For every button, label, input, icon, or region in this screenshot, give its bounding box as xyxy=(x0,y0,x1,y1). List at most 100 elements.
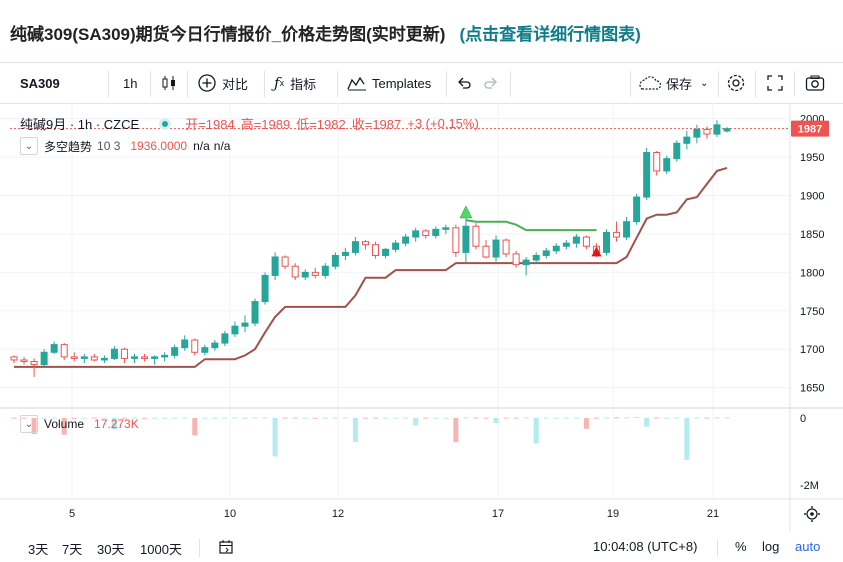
candle-body xyxy=(502,239,510,255)
volume-bar xyxy=(383,417,389,419)
volume-bar xyxy=(132,417,138,419)
volume-bar xyxy=(503,417,509,419)
time-axis[interactable]: 5 10 12 17 19 21 xyxy=(69,508,719,520)
volume-bar xyxy=(433,417,439,419)
redo-button[interactable] xyxy=(483,63,499,103)
volume-bar xyxy=(443,417,449,419)
toolbar-divider xyxy=(510,71,511,97)
candle-body xyxy=(80,356,88,359)
candle-body xyxy=(201,347,209,353)
save-button[interactable]: 保存 ⌄ xyxy=(636,63,708,103)
volume-bar xyxy=(302,417,308,419)
axis-settings-button[interactable] xyxy=(804,506,820,522)
redo-icon xyxy=(484,77,497,89)
indicator-name[interactable]: 多空趋势 xyxy=(44,139,93,154)
candle-body xyxy=(20,359,28,363)
page-title: 纯碱309(SA309)期货今日行情报价_价格走势图(实时更新) (点击查看详细行… xyxy=(10,25,641,44)
volume-bar xyxy=(453,418,459,443)
candle-body xyxy=(392,242,400,250)
candle-body xyxy=(341,251,349,256)
candle-body xyxy=(422,230,430,236)
candles xyxy=(10,120,731,377)
range-30d-button[interactable]: 30天 xyxy=(97,542,125,557)
volume-value: 17.273K xyxy=(94,417,139,431)
time-tick-label: 12 xyxy=(332,508,344,520)
symbol-search[interactable]: SA309 xyxy=(20,75,60,91)
candle-body xyxy=(402,236,410,244)
candle-body xyxy=(482,245,490,258)
calendar-icon xyxy=(219,540,233,554)
symbol-description[interactable]: 纯碱9月 · 1h · CZCE xyxy=(20,117,140,132)
candle-body xyxy=(221,333,229,344)
settings-button[interactable] xyxy=(726,63,746,103)
clock-time[interactable]: 10:04:08 (UTC+8) xyxy=(593,539,698,554)
auto-toggle[interactable]: auto xyxy=(795,539,821,554)
indicator-value: 1936.0000 xyxy=(130,139,188,153)
percent-toggle[interactable]: % xyxy=(735,539,747,554)
indicators-label: 指标 xyxy=(290,76,317,92)
detail-chart-link[interactable]: (点击查看详细行情图表) xyxy=(459,25,641,44)
bottom-divider xyxy=(199,539,200,557)
interval-button[interactable]: 1h xyxy=(123,75,138,91)
volume-bar xyxy=(513,417,519,419)
toolbar-divider xyxy=(630,71,631,97)
volume-bar xyxy=(212,417,218,419)
signal-markers xyxy=(459,205,602,257)
volume-bar xyxy=(121,417,127,419)
volume-bar xyxy=(282,417,288,419)
range-3d-button[interactable]: 3天 xyxy=(28,542,49,557)
candle-body xyxy=(623,221,631,238)
gear-icon xyxy=(727,74,745,92)
log-toggle[interactable]: log xyxy=(762,539,780,554)
templates-button[interactable]: Templates xyxy=(347,63,431,103)
volume-axis[interactable]: 0 -2M xyxy=(800,413,819,492)
goto-date-button[interactable] xyxy=(218,539,234,558)
collapse-icon[interactable]: ⌄ xyxy=(20,137,38,155)
undo-button[interactable] xyxy=(456,63,472,103)
candle-body xyxy=(572,236,580,244)
fullscreen-button[interactable] xyxy=(766,63,784,103)
candle-body xyxy=(70,356,78,359)
range-1000d-button[interactable]: 1000天 xyxy=(140,542,182,557)
cloud-icon xyxy=(639,76,662,90)
bottom-toolbar: 3天 7天 30天 1000天 10:04:08 (UTC+8) % log a… xyxy=(0,532,843,562)
range-7d-button[interactable]: 7天 xyxy=(62,542,83,557)
low-value: 低=1982 xyxy=(296,117,346,132)
price-tick-label: 1850 xyxy=(800,229,824,241)
chart-type-button[interactable] xyxy=(160,63,178,103)
volume-bar xyxy=(172,417,178,419)
candle-body xyxy=(120,348,128,359)
candle-body xyxy=(271,256,279,276)
collapse-icon[interactable]: ⌄ xyxy=(20,415,38,433)
save-label: 保存 xyxy=(666,76,693,92)
candle-body xyxy=(542,250,550,256)
candle-body xyxy=(552,245,560,252)
trend-line-green xyxy=(465,219,597,232)
volume-bar xyxy=(252,417,258,419)
volume-bar xyxy=(152,417,158,419)
indicator-na-1: n/a xyxy=(193,139,210,153)
candle-body xyxy=(472,225,480,247)
volume-bar xyxy=(91,417,97,419)
grid-lines xyxy=(0,103,790,499)
candle-body xyxy=(151,356,159,359)
compare-button[interactable]: 对比 xyxy=(197,63,248,103)
price-tick-label: 1650 xyxy=(800,383,824,395)
volume-bar xyxy=(292,417,298,419)
volume-bar xyxy=(142,417,148,419)
volume-legend: ⌄ Volume 17.273K xyxy=(20,415,139,433)
volume-name[interactable]: Volume xyxy=(44,417,85,431)
snapshot-button[interactable] xyxy=(805,63,825,103)
volume-tick-label: -2M xyxy=(800,480,819,492)
volume-bar xyxy=(362,417,368,419)
plus-circle-icon xyxy=(198,74,216,92)
candle-body xyxy=(351,241,359,253)
candle-body xyxy=(261,274,269,303)
candle-body xyxy=(171,347,179,356)
volume-bar xyxy=(192,418,198,436)
candle-body xyxy=(613,231,621,238)
